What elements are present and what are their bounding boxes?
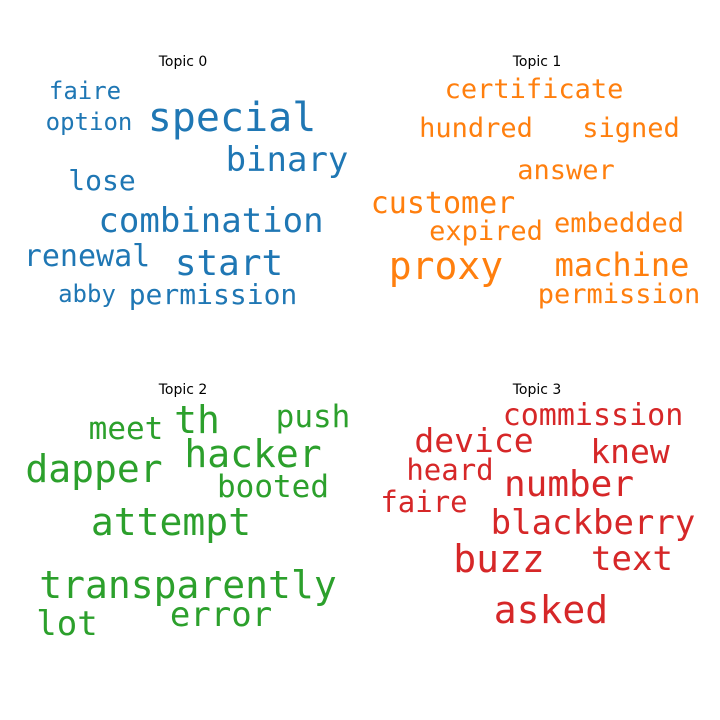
word-text: text: [591, 539, 673, 579]
word-heard: heard: [406, 453, 493, 487]
word-machine: machine: [555, 246, 690, 284]
panel-title-topic-3: Topic 3: [512, 382, 562, 398]
word-group-topic-1: proxy machine customer certificate signed hun…: [371, 74, 701, 310]
word-dapper: dapper: [25, 447, 162, 491]
word-group-topic-2: transparently attempt hacker dapper error lot…: [25, 398, 350, 644]
word-commission: commission: [503, 398, 684, 433]
topic-panel-2: Topic 2 transparently attempt hacker dapper…: [25, 382, 350, 644]
panel-title-topic-0: Topic 0: [158, 54, 208, 70]
word-signed: signed: [582, 113, 680, 144]
word-permission: permission: [129, 278, 298, 311]
word-attempt: attempt: [91, 500, 251, 544]
topic-panel-1: Topic 1 proxy machine customer certificate s…: [371, 54, 701, 310]
word-lose: lose: [68, 164, 135, 197]
word-th: th: [174, 398, 220, 442]
word-device: device: [414, 421, 533, 460]
panel-title-topic-1: Topic 1: [512, 54, 562, 70]
word-start: start: [175, 243, 283, 284]
panel-title-topic-2: Topic 2: [158, 382, 208, 398]
word-lot: lot: [36, 604, 97, 644]
word-customer: customer: [371, 186, 516, 221]
word-embedded: embedded: [554, 208, 684, 239]
word-special: special: [148, 95, 317, 141]
word-number: number: [504, 464, 634, 505]
word-blackberry: blackberry: [491, 503, 696, 543]
word-push: push: [276, 399, 351, 435]
word-faire: faire: [49, 77, 121, 105]
word-abby: abby: [58, 280, 116, 308]
word-faire: faire: [380, 485, 467, 519]
word-buzz: buzz: [453, 537, 545, 581]
word-meet: meet: [89, 411, 164, 447]
word-hacker: hacker: [184, 432, 321, 476]
word-proxy: proxy: [389, 244, 503, 288]
word-certificate: certificate: [445, 74, 624, 105]
word-combination: combination: [98, 201, 323, 241]
word-error: error: [170, 595, 272, 635]
word-expired: expired: [429, 216, 543, 247]
word-answer: answer: [517, 155, 615, 186]
word-permission: permission: [538, 279, 701, 310]
word-asked: asked: [494, 588, 608, 632]
word-transparently: transparently: [39, 563, 336, 607]
word-binary: binary: [226, 140, 349, 180]
word-hundred: hundred: [419, 113, 533, 144]
word-booted: booted: [217, 469, 329, 505]
word-renewal: renewal: [24, 239, 150, 274]
word-option: option: [46, 108, 133, 136]
word-knew: knew: [590, 432, 670, 471]
